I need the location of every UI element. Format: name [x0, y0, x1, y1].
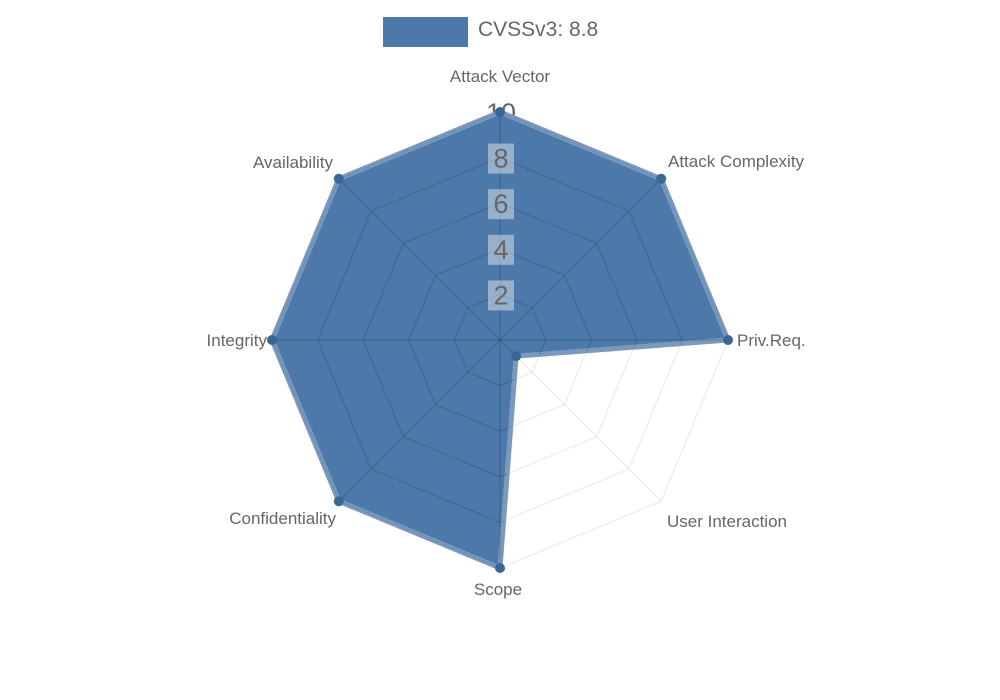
- grid-ring: [362, 202, 638, 478]
- data-point-6: [267, 335, 277, 345]
- data-point-2: [723, 335, 733, 345]
- radar-series-points: [267, 107, 733, 573]
- data-point-5: [333, 496, 344, 507]
- axis-label-priv-req: Priv.Req.: [737, 331, 806, 350]
- grid-ring: [316, 156, 684, 524]
- tick-backdrop: [488, 189, 514, 220]
- axis-labels: Attack Vector Attack Complexity Priv.Req. U…: [207, 67, 806, 599]
- axis-label-integrity: Integrity: [207, 331, 268, 350]
- data-point-4: [495, 563, 505, 573]
- axis-label-confidentiality: Confidentiality: [229, 509, 336, 528]
- grid-spoke: [338, 339, 501, 502]
- tick-backdrop: [488, 234, 514, 265]
- tick-label: 4: [493, 235, 508, 265]
- grid-ring: [272, 112, 728, 568]
- tick-backdrop: [488, 280, 514, 311]
- tick-label: 8: [493, 144, 508, 174]
- data-point-7: [333, 173, 344, 184]
- grid-spoke: [338, 178, 501, 341]
- axis-label-user-interaction: User Interaction: [667, 512, 787, 531]
- tick-label: 6: [493, 189, 508, 219]
- tick-label: 2: [493, 280, 508, 310]
- radial-tick-labels: 2 4 6 8: [488, 143, 514, 311]
- radar-grid-overlay: [272, 112, 728, 568]
- grid-spoke: [499, 339, 662, 502]
- data-point-0: [495, 107, 505, 117]
- axis-label-scope: Scope: [474, 580, 522, 599]
- tick-backdrop: [488, 143, 514, 174]
- legend-swatch: [383, 17, 468, 47]
- axis-label-attack-complexity: Attack Complexity: [668, 152, 805, 171]
- legend-label: CVSSv3: 8.8: [478, 18, 598, 41]
- grid-ring: [408, 248, 592, 432]
- grid-spoke: [499, 178, 662, 341]
- legend: CVSSv3: 8.8: [383, 17, 598, 47]
- data-point-3: [511, 351, 522, 362]
- axis-label-attack-vector: Attack Vector: [450, 67, 550, 86]
- axis-label-availability: Availability: [253, 153, 334, 172]
- grid-ring: [453, 293, 547, 387]
- data-point-1: [656, 173, 667, 184]
